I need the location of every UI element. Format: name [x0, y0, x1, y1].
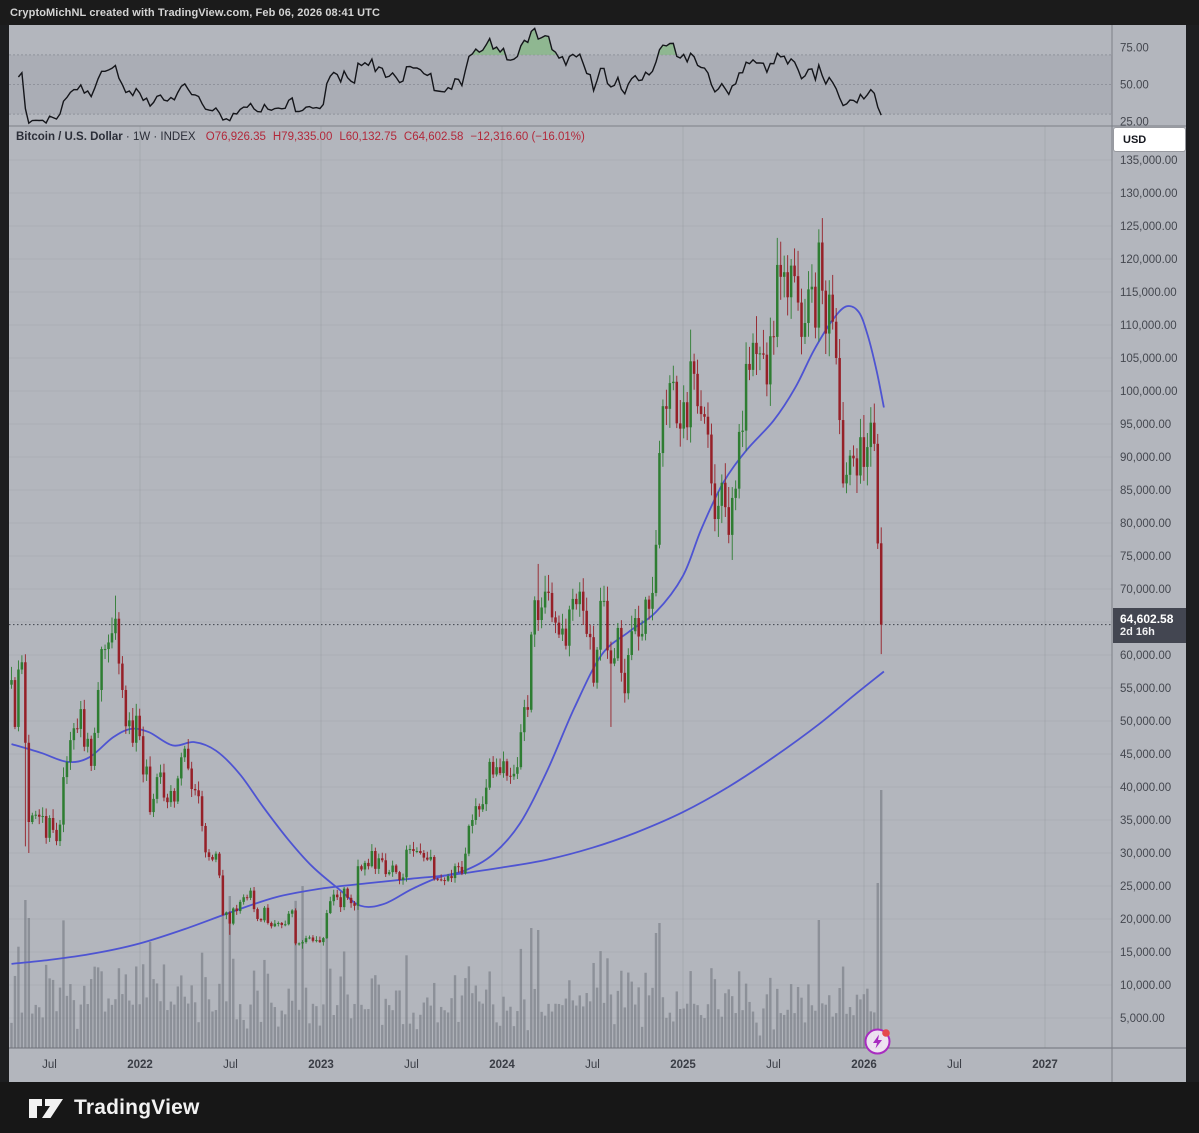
- svg-text:Jul: Jul: [42, 1059, 57, 1071]
- tradingview-logo[interactable]: TradingView: [28, 1094, 200, 1122]
- attribution-text: CryptoMichNL created with TradingView.co…: [10, 6, 381, 19]
- svg-text:75.00: 75.00: [1120, 43, 1149, 55]
- svg-text:50,000.00: 50,000.00: [1120, 716, 1171, 728]
- ohlc-low: L60,132.75: [339, 131, 397, 143]
- footer-bar: TradingView: [0, 1082, 1199, 1133]
- currency-toggle-label: USD: [1123, 133, 1147, 146]
- slow-ma-line: [11, 670, 885, 965]
- rsi-band: [9, 54, 1112, 115]
- svg-text:2024: 2024: [489, 1059, 515, 1071]
- candles: [10, 218, 883, 949]
- svg-text:135,000.00: 135,000.00: [1120, 155, 1178, 167]
- ma-lines: [11, 305, 885, 965]
- svg-text:25,000.00: 25,000.00: [1120, 881, 1171, 893]
- svg-text:80,000.00: 80,000.00: [1120, 518, 1171, 530]
- tradingview-brand-text: TradingView: [74, 1095, 200, 1119]
- current-price-value: 64,602.58: [1120, 612, 1174, 626]
- rsi-tick-labels: 75.00 50.00 25.00: [1120, 43, 1149, 129]
- svg-text:50.00: 50.00: [1120, 80, 1149, 92]
- bar-close-countdown: 2d 16h: [1120, 626, 1155, 638]
- symbol-header: Bitcoin / U.S. Dollar · 1W · INDEX O76,9…: [16, 131, 585, 143]
- svg-text:Jul: Jul: [404, 1059, 419, 1071]
- ohlc-change: −12,316.60 (−16.01%): [470, 131, 585, 143]
- svg-text:2025: 2025: [670, 1059, 696, 1071]
- svg-text:25.00: 25.00: [1120, 117, 1149, 129]
- svg-text:110,000.00: 110,000.00: [1120, 320, 1177, 332]
- ohlc-values: O76,926.35 H79,335.00 L60,132.75 C64,602.58…: [199, 131, 585, 143]
- rsi-line: [17, 27, 882, 125]
- svg-text:90,000.00: 90,000.00: [1120, 452, 1171, 464]
- tradingview-logo-mark: [29, 1098, 63, 1118]
- attribution-bar: CryptoMichNL created with TradingView.co…: [0, 0, 1199, 25]
- svg-text:95,000.00: 95,000.00: [1120, 419, 1171, 431]
- currency-toggle-button[interactable]: USD: [1114, 128, 1185, 151]
- svg-text:Jul: Jul: [585, 1059, 600, 1071]
- ohlc-high: H79,335.00: [272, 131, 333, 143]
- ohlc-open: O76,926.35: [205, 131, 266, 143]
- svg-text:30,000.00: 30,000.00: [1120, 848, 1171, 860]
- svg-text:10,000.00: 10,000.00: [1120, 980, 1171, 992]
- svg-text:2026: 2026: [851, 1059, 877, 1071]
- symbol-name: Bitcoin / U.S. Dollar: [16, 131, 123, 143]
- svg-text:60,000.00: 60,000.00: [1120, 650, 1171, 662]
- price-tick-labels: 5,000.00 10,000.00 15,000.00 20,000.00 25,00…: [1120, 155, 1178, 1025]
- rsi-overbought-fill: [517, 28, 558, 55]
- svg-text:120,000.00: 120,000.00: [1120, 254, 1178, 266]
- fast-ma-line: [11, 305, 885, 908]
- svg-text:125,000.00: 125,000.00: [1120, 221, 1178, 233]
- svg-text:70,000.00: 70,000.00: [1120, 584, 1171, 596]
- symbol-meta: · 1W · INDEX: [122, 131, 196, 143]
- svg-text:2023: 2023: [308, 1059, 334, 1071]
- svg-text:115,000.00: 115,000.00: [1120, 287, 1177, 299]
- chart-canvas[interactable]: 5,000.00 10,000.00 15,000.00 20,000.00 25,00…: [9, 25, 1186, 1082]
- chart-area[interactable]: 5,000.00 10,000.00 15,000.00 20,000.00 25,00…: [9, 25, 1186, 1082]
- rsi-plot: [17, 27, 882, 125]
- gridlines: [9, 126, 1112, 1048]
- svg-text:20,000.00: 20,000.00: [1120, 914, 1171, 926]
- svg-text:15,000.00: 15,000.00: [1120, 947, 1171, 959]
- svg-text:105,000.00: 105,000.00: [1120, 353, 1178, 365]
- svg-text:40,000.00: 40,000.00: [1120, 782, 1171, 794]
- svg-text:Jul: Jul: [766, 1059, 781, 1071]
- svg-text:85,000.00: 85,000.00: [1120, 485, 1171, 497]
- svg-text:35,000.00: 35,000.00: [1120, 815, 1171, 827]
- ohlc-close: C64,602.58: [403, 131, 464, 143]
- lightning-icon[interactable]: [864, 1028, 891, 1055]
- svg-text:100,000.00: 100,000.00: [1120, 386, 1178, 398]
- svg-text:Jul: Jul: [947, 1059, 962, 1071]
- svg-text:5,000.00: 5,000.00: [1120, 1013, 1165, 1025]
- svg-text:2022: 2022: [127, 1059, 153, 1071]
- svg-text:55,000.00: 55,000.00: [1120, 683, 1171, 695]
- svg-text:2027: 2027: [1032, 1059, 1058, 1071]
- svg-text:45,000.00: 45,000.00: [1120, 749, 1171, 761]
- rsi-overbought-fill: [471, 38, 506, 55]
- time-tick-labels: Jul 2022 Jul 2023 Jul 2024 Jul 2025 Jul 2026 Jul 20…: [42, 1059, 1058, 1071]
- svg-text:Jul: Jul: [223, 1059, 238, 1071]
- chart-background: [9, 25, 1186, 1082]
- svg-text:130,000.00: 130,000.00: [1120, 188, 1178, 200]
- svg-text:75,000.00: 75,000.00: [1120, 551, 1171, 563]
- volume-bars: [10, 790, 883, 1048]
- price-axis[interactable]: [1112, 25, 1186, 1048]
- current-price-label: 64,602.58 2d 16h: [1113, 608, 1186, 643]
- time-axis[interactable]: [9, 1073, 1112, 1082]
